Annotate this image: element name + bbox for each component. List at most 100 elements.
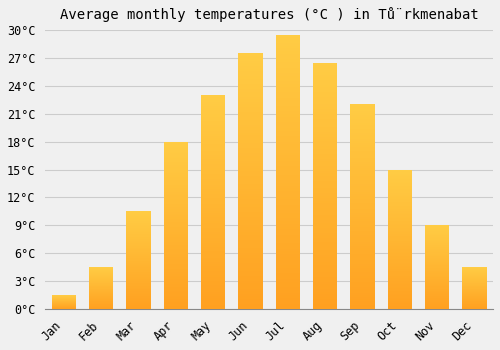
Bar xyxy=(313,205,337,208)
Bar xyxy=(126,302,150,303)
Bar xyxy=(201,191,226,194)
Bar xyxy=(164,281,188,282)
Bar xyxy=(350,258,374,260)
Bar xyxy=(238,209,262,212)
Bar xyxy=(313,161,337,163)
Bar xyxy=(425,248,449,249)
Bar xyxy=(388,195,412,196)
Bar xyxy=(238,58,262,61)
Bar xyxy=(313,267,337,270)
Bar xyxy=(201,183,226,185)
Bar xyxy=(313,274,337,277)
Bar xyxy=(350,241,374,244)
Bar xyxy=(164,306,188,307)
Bar xyxy=(238,104,262,107)
Bar xyxy=(388,244,412,245)
Bar xyxy=(89,303,114,304)
Bar xyxy=(350,278,374,280)
Bar xyxy=(126,255,150,256)
Bar xyxy=(388,245,412,246)
Bar xyxy=(350,184,374,186)
Bar xyxy=(388,189,412,190)
Bar xyxy=(276,62,300,65)
Bar xyxy=(276,133,300,136)
Bar xyxy=(388,211,412,213)
Bar xyxy=(126,304,150,305)
Bar xyxy=(313,252,337,255)
Bar xyxy=(350,231,374,233)
Bar xyxy=(164,142,188,143)
Bar xyxy=(313,102,337,104)
Bar xyxy=(425,299,449,300)
Bar xyxy=(238,181,262,184)
Bar xyxy=(462,291,486,292)
Bar xyxy=(238,166,262,168)
Bar xyxy=(313,114,337,117)
Bar xyxy=(276,197,300,199)
Bar xyxy=(126,253,150,254)
Bar xyxy=(350,260,374,262)
Bar xyxy=(201,123,226,125)
Bar xyxy=(388,227,412,228)
Bar xyxy=(126,283,150,284)
Bar xyxy=(238,133,262,135)
Bar xyxy=(425,231,449,232)
Bar xyxy=(201,174,226,176)
Bar xyxy=(425,225,449,226)
Bar xyxy=(164,245,188,247)
Bar xyxy=(350,248,374,250)
Bar xyxy=(164,239,188,240)
Bar xyxy=(388,261,412,263)
Bar xyxy=(388,190,412,192)
Bar xyxy=(425,289,449,290)
Bar xyxy=(276,265,300,268)
Bar xyxy=(313,196,337,198)
Bar xyxy=(350,106,374,108)
Bar xyxy=(388,210,412,211)
Bar xyxy=(238,127,262,130)
Bar xyxy=(201,134,226,136)
Bar xyxy=(164,229,188,230)
Bar xyxy=(425,243,449,244)
Bar xyxy=(164,274,188,275)
Bar xyxy=(462,282,486,283)
Bar xyxy=(164,182,188,183)
Bar xyxy=(201,181,226,183)
Bar xyxy=(350,297,374,299)
Bar xyxy=(238,66,262,69)
Bar xyxy=(126,251,150,252)
Bar xyxy=(89,298,114,299)
Bar xyxy=(388,169,412,171)
Bar xyxy=(388,235,412,237)
Bar xyxy=(276,103,300,106)
Bar xyxy=(126,286,150,287)
Bar xyxy=(276,109,300,112)
Bar xyxy=(313,163,337,166)
Bar xyxy=(89,294,114,295)
Bar xyxy=(238,89,262,92)
Bar xyxy=(350,285,374,287)
Bar xyxy=(164,260,188,262)
Bar xyxy=(276,142,300,145)
Bar xyxy=(276,95,300,98)
Bar xyxy=(313,132,337,134)
Bar xyxy=(126,298,150,299)
Bar xyxy=(388,246,412,248)
Bar xyxy=(276,125,300,128)
Bar xyxy=(313,294,337,297)
Bar xyxy=(89,283,114,284)
Bar xyxy=(388,224,412,225)
Bar xyxy=(425,239,449,240)
Bar xyxy=(462,272,486,273)
Bar xyxy=(462,285,486,286)
Bar xyxy=(276,106,300,109)
Bar xyxy=(425,241,449,242)
Bar xyxy=(313,238,337,240)
Bar xyxy=(350,168,374,170)
Bar xyxy=(201,264,226,266)
Bar xyxy=(201,275,226,277)
Bar xyxy=(425,281,449,282)
Bar xyxy=(276,46,300,48)
Bar xyxy=(425,270,449,271)
Bar xyxy=(201,104,226,106)
